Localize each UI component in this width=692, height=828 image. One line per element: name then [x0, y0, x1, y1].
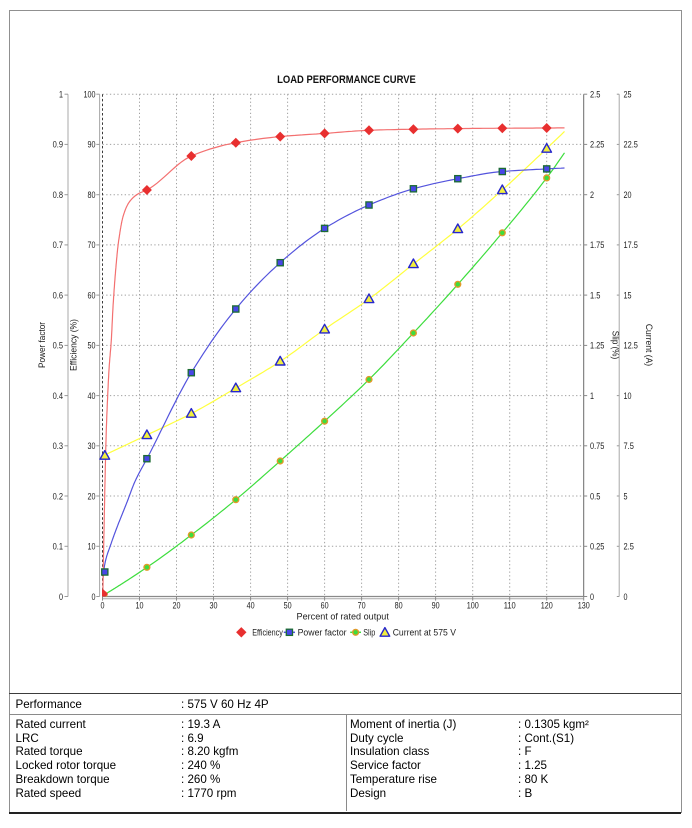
svg-text:0.8: 0.8: [53, 190, 63, 200]
svg-text:Percent of rated output: Percent of rated output: [297, 612, 390, 622]
svg-text:LOAD PERFORMANCE CURVE: LOAD PERFORMANCE CURVE: [277, 74, 416, 86]
svg-text:10: 10: [88, 542, 96, 552]
svg-text:100: 100: [84, 90, 96, 100]
svg-text:70: 70: [358, 600, 366, 610]
svg-text:0.9: 0.9: [53, 140, 63, 150]
svg-text:80: 80: [88, 190, 96, 200]
svg-text:20: 20: [88, 491, 96, 501]
svg-text:10: 10: [624, 391, 632, 401]
svg-text:60: 60: [88, 290, 96, 300]
svg-text:40: 40: [247, 600, 255, 610]
svg-text:130: 130: [578, 600, 590, 610]
svg-text:2.5: 2.5: [624, 542, 634, 552]
svg-text:100: 100: [467, 600, 479, 610]
svg-text:2.5: 2.5: [590, 90, 600, 100]
svg-text:90: 90: [432, 600, 440, 610]
svg-text:0.1: 0.1: [53, 542, 63, 552]
svg-text:1: 1: [590, 391, 594, 401]
svg-text:0: 0: [101, 600, 105, 610]
svg-text:0.4: 0.4: [53, 391, 63, 401]
svg-text:0.2: 0.2: [53, 491, 63, 501]
svg-text:0: 0: [59, 592, 63, 602]
svg-text:0.7: 0.7: [53, 240, 63, 250]
svg-text:20: 20: [173, 600, 181, 610]
svg-text:0: 0: [590, 592, 594, 602]
svg-text:0.3: 0.3: [53, 441, 63, 451]
svg-text:110: 110: [504, 600, 516, 610]
svg-text:0.5: 0.5: [590, 491, 600, 501]
svg-text:0.75: 0.75: [590, 441, 604, 451]
svg-text:Efficiency: Efficiency: [252, 628, 283, 639]
svg-text:1.5: 1.5: [590, 290, 600, 300]
svg-text:17.5: 17.5: [624, 240, 638, 250]
svg-text:7.5: 7.5: [624, 441, 634, 451]
svg-text:0.25: 0.25: [590, 542, 604, 552]
svg-text:12.5: 12.5: [624, 341, 638, 351]
svg-text:Power factor: Power factor: [298, 628, 348, 639]
svg-text:15: 15: [624, 290, 632, 300]
svg-text:Current (A): Current (A): [644, 324, 654, 366]
svg-text:Slip: Slip: [363, 628, 375, 639]
svg-text:2.25: 2.25: [590, 140, 604, 150]
svg-text:90: 90: [88, 140, 96, 150]
svg-text:70: 70: [88, 240, 96, 250]
svg-text:120: 120: [541, 600, 553, 610]
svg-text:20: 20: [624, 190, 632, 200]
svg-text:50: 50: [284, 600, 292, 610]
svg-text:0: 0: [624, 592, 628, 602]
svg-text:1.75: 1.75: [590, 240, 604, 250]
svg-text:Power factor: Power factor: [37, 322, 47, 368]
svg-text:25: 25: [624, 90, 632, 100]
svg-text:30: 30: [210, 600, 218, 610]
svg-text:60: 60: [321, 600, 329, 610]
svg-text:22.5: 22.5: [624, 140, 638, 150]
svg-text:Current at 575 V: Current at 575 V: [393, 628, 457, 639]
svg-text:50: 50: [88, 341, 96, 351]
svg-text:Slip (%): Slip (%): [611, 331, 621, 359]
svg-text:0.6: 0.6: [53, 290, 63, 300]
svg-text:5: 5: [624, 491, 628, 501]
svg-text:0.5: 0.5: [53, 341, 63, 351]
svg-text:40: 40: [88, 391, 96, 401]
svg-text:0: 0: [92, 592, 96, 602]
svg-text:30: 30: [88, 441, 96, 451]
svg-text:80: 80: [395, 600, 403, 610]
svg-text:2: 2: [590, 190, 594, 200]
svg-text:1.25: 1.25: [590, 341, 604, 351]
svg-text:10: 10: [136, 600, 144, 610]
svg-text:1: 1: [59, 90, 63, 100]
svg-text:Efficiency (%): Efficiency (%): [69, 319, 79, 371]
